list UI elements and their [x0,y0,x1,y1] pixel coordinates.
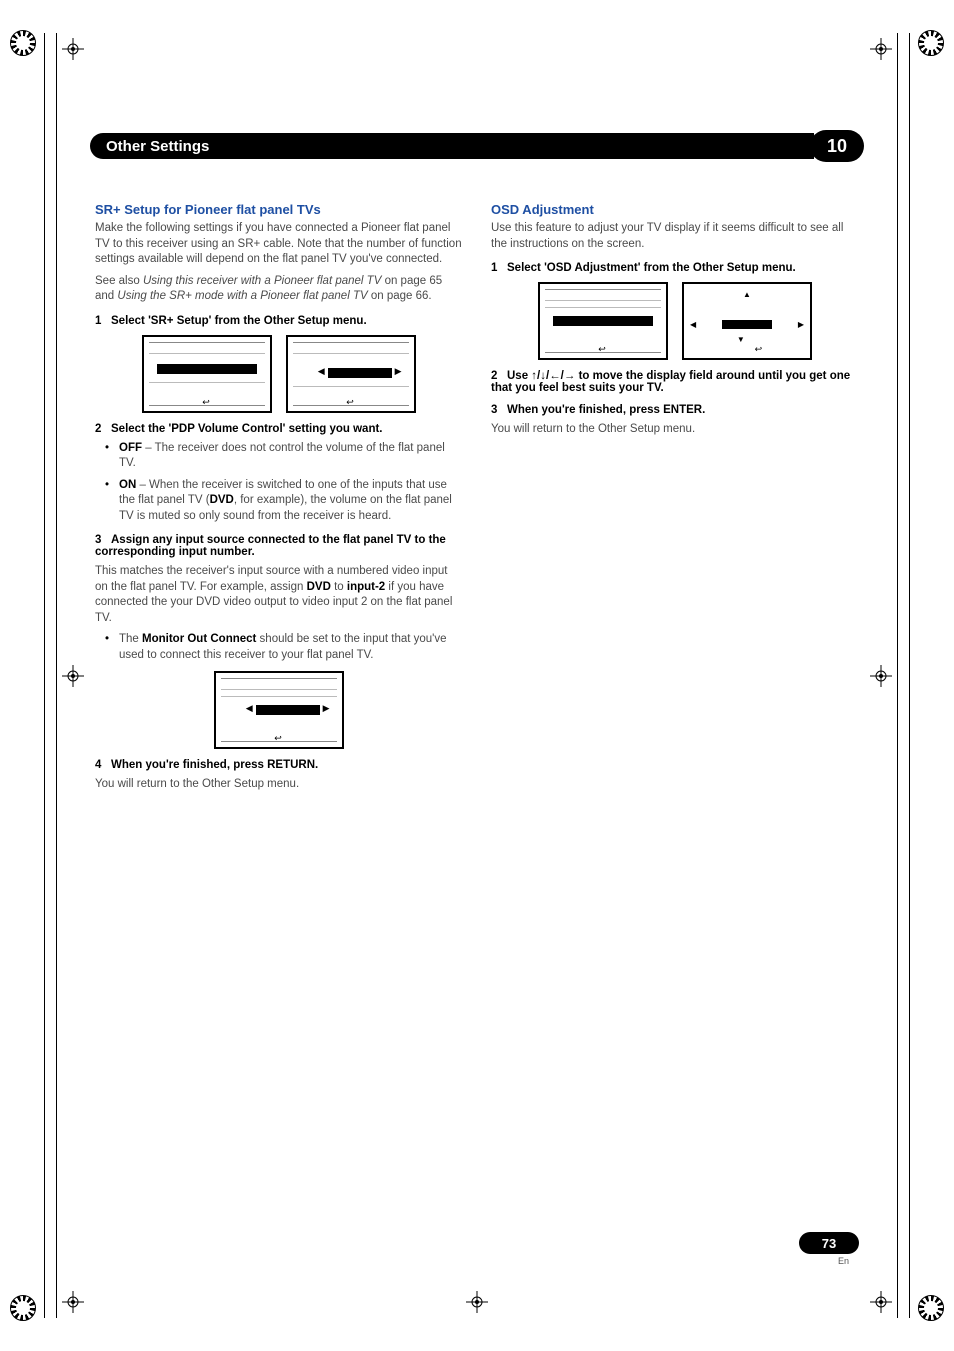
step-text: Select 'SR+ Setup' from the Other Setup … [111,315,367,327]
trim-line [44,33,45,1318]
body-text: Make the following settings if you have … [95,221,463,268]
menu-screenshots [95,671,463,749]
text-bold: input-2 [347,581,385,593]
section-heading-sr-setup: SR+ Setup for Pioneer flat panel TVs [95,202,463,217]
menu-screenshot [142,335,272,413]
left-column: SR+ Setup for Pioneer flat panel TVs Mak… [95,202,463,799]
arrow-left-icon: ◀ [690,320,696,329]
list-item: The Monitor Out Connect should be set to… [109,632,463,663]
text-bold: DVD [307,581,331,593]
arrow-right-icon: ▶ [798,320,804,329]
menu-screenshot [214,671,344,749]
crop-mark-icon [870,38,892,60]
list-item: OFF – The receiver does not control the … [109,441,463,472]
crop-mark-icon [62,665,84,687]
return-icon [598,344,608,354]
option-off: OFF [119,442,142,454]
text: The [119,633,142,645]
trim-line [897,33,898,1318]
reference-italic: Using this receiver with a Pioneer flat … [143,275,381,287]
crop-mark-icon [62,38,84,60]
registration-mark-icon [10,1295,36,1321]
step-3: 3When you're finished, press ENTER. [491,404,859,416]
step-2: 2Select the 'PDP Volume Control' setting… [95,423,463,435]
body-text: This matches the receiver's input source… [95,564,463,626]
text-bold: DVD [210,494,234,506]
arrow-keys-icon: ↑/↓/←/→ [531,370,575,382]
step-2: 2Use ↑/↓/←/→ to move the display field a… [491,370,859,394]
return-icon [202,397,212,407]
arrow-down-icon: ▼ [737,335,745,344]
page-number-badge: 73 En [799,1232,859,1266]
body-text: See also Using this receiver with a Pion… [95,274,463,305]
trim-line [56,33,57,1318]
step-1: 1Select 'OSD Adjustment' from the Other … [491,262,859,274]
step-text: When you're finished, press RETURN. [111,759,318,771]
body-text: You will return to the Other Setup menu. [95,777,463,793]
menu-screenshot [538,282,668,360]
body-text: You will return to the Other Setup menu. [491,422,859,438]
text: to [331,581,347,593]
crop-mark-icon [870,1291,892,1313]
menu-screenshots [95,335,463,413]
registration-mark-icon [10,30,36,56]
crop-mark-icon [466,1291,488,1313]
chapter-title: Other Settings [90,133,814,159]
text-bold: Monitor Out Connect [142,633,256,645]
chapter-number-badge: 10 [810,130,864,162]
option-on: ON [119,479,136,491]
right-column: OSD Adjustment Use this feature to adjus… [491,202,859,799]
return-icon [274,733,284,743]
section-heading-osd: OSD Adjustment [491,202,859,217]
trim-line [909,33,910,1318]
menu-screenshot: ▲ ◀ ▶ ▼ ↩ [682,282,812,360]
step-text: Select 'OSD Adjustment' from the Other S… [507,262,796,274]
page-language: En [799,1256,859,1266]
bullet-list: OFF – The receiver does not control the … [95,441,463,525]
reference-italic: Using the SR+ mode with a Pioneer flat p… [117,290,367,302]
registration-mark-icon [918,30,944,56]
step-text: Assign any input source connected to the… [95,534,446,558]
step-4: 4When you're finished, press RETURN. [95,759,463,771]
registration-mark-icon [918,1295,944,1321]
menu-screenshots: ▲ ◀ ▶ ▼ ↩ [491,282,859,360]
return-icon [346,397,356,407]
step-3: 3Assign any input source connected to th… [95,534,463,558]
menu-screenshot [286,335,416,413]
text: – The receiver does not control the volu… [119,442,445,470]
step-text: Select the 'PDP Volume Control' setting … [111,423,383,435]
step-1: 1Select 'SR+ Setup' from the Other Setup… [95,315,463,327]
crop-mark-icon [870,665,892,687]
step-text: When you're finished, press ENTER. [507,404,705,416]
arrow-up-icon: ▲ [743,290,751,299]
text: See also [95,275,143,287]
body-text: Use this feature to adjust your TV displ… [491,221,859,252]
chapter-header: Other Settings 10 [90,130,864,162]
return-icon: ↩ [755,344,763,355]
crop-mark-icon [62,1291,84,1313]
step-text: Use [507,370,531,382]
bullet-list: The Monitor Out Connect should be set to… [95,632,463,663]
page-number: 73 [799,1232,859,1254]
list-item: ON – When the receiver is switched to on… [109,478,463,525]
text: on page 66. [368,290,432,302]
